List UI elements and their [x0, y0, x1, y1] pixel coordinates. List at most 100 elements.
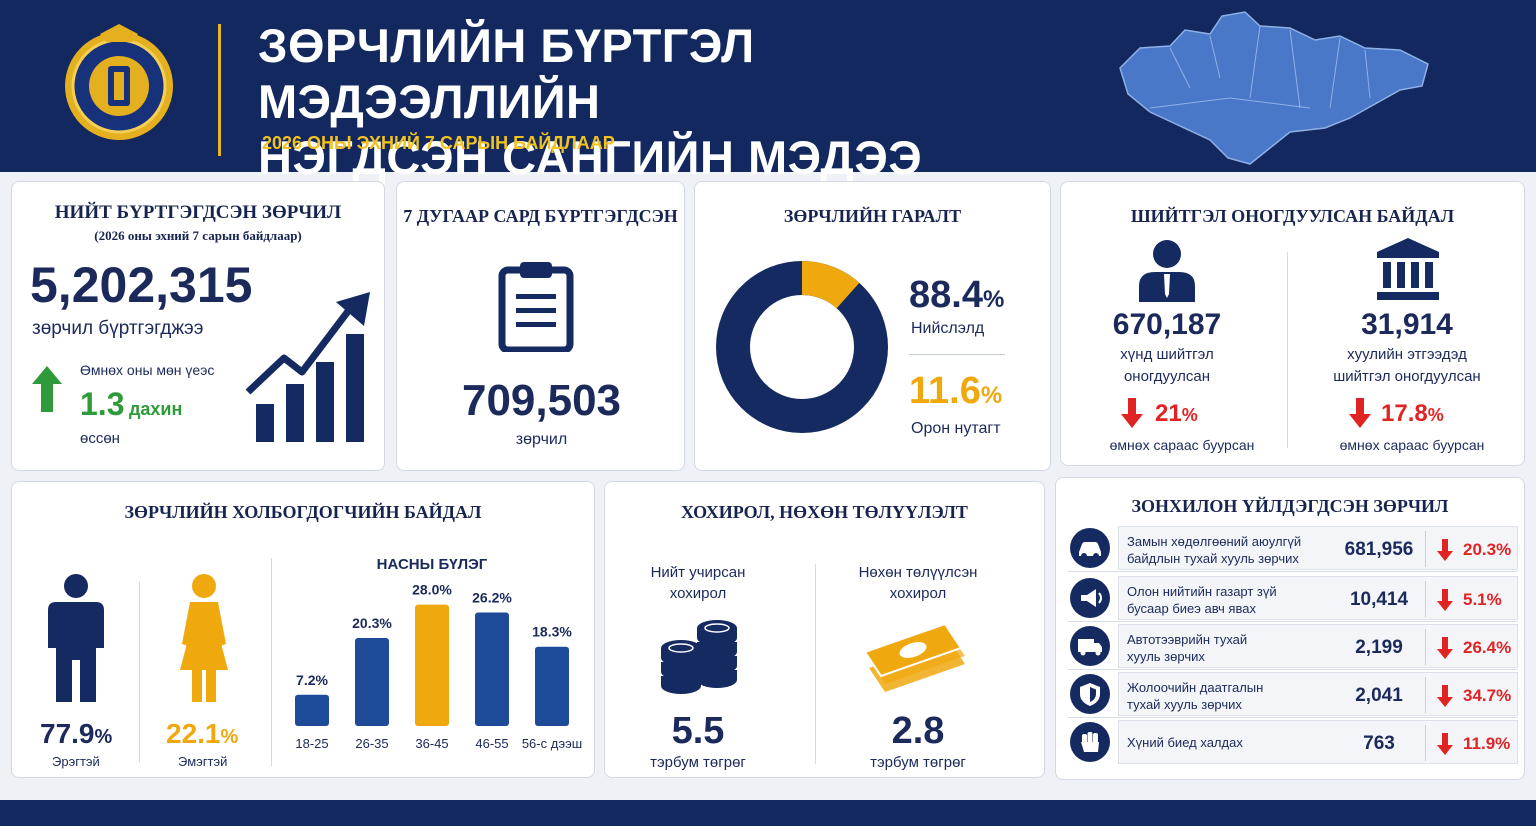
origin-divider — [909, 354, 1005, 355]
arrow-down-icon — [1349, 398, 1371, 428]
persons-label2: оногдуулсан — [1123, 368, 1211, 385]
age-bar-label: 28.0% — [412, 582, 452, 598]
age-bar-label: 20.3% — [352, 615, 392, 631]
rural-label: Орон нутагт — [911, 420, 1001, 437]
arrow-down-icon — [1437, 539, 1453, 561]
car-icon — [1070, 528, 1110, 568]
damage-divider — [815, 564, 816, 764]
legal-pct: 17.8% — [1381, 400, 1444, 427]
age-category-label: 46-55 — [475, 736, 508, 751]
list-item: Замын хөдөлгөөний аюулгүй байдлын тухай х… — [1068, 526, 1518, 572]
arrow-down-icon — [1121, 398, 1143, 428]
female-label: Эмэгтэй — [178, 754, 228, 769]
row-value: 763 — [1363, 733, 1395, 754]
damage-title: ХОХИРОЛ, НӨХӨН ТӨЛҮҮЛЭЛТ — [681, 502, 968, 522]
row-pct: 5.1% — [1463, 590, 1502, 609]
damage-card: ХОХИРОЛ, НӨХӨН ТӨЛҮҮЛЭЛТ Нийт учирсан хо… — [604, 481, 1045, 778]
row-value: 681,956 — [1344, 539, 1414, 560]
age-bar — [535, 646, 569, 726]
common-card: ЗОНХИЛОН ҮЙЛДЭГДСЭН ЗӨРЧИЛ Замын хөдөлгө… — [1055, 477, 1525, 780]
age-bar-label: 18.3% — [532, 624, 572, 640]
total-caption: зөрчил бүртгэгджээ — [32, 318, 204, 339]
row-pct: 26.4% — [1463, 638, 1512, 657]
capital-pct: 88.4% — [909, 274, 1005, 316]
origin-title: ЗӨРЧЛИЙН ГАРАЛТ — [783, 206, 962, 226]
age-bar-label: 7.2% — [296, 672, 328, 688]
age-category-label: 56-с дээш — [522, 736, 582, 751]
male-label: Эрэгтэй — [52, 754, 100, 769]
age-bar — [295, 694, 329, 726]
age-bar — [355, 638, 389, 726]
persons-value: 670,187 — [1112, 308, 1222, 341]
legal-value: 31,914 — [1361, 308, 1453, 341]
origin-donut-chart — [716, 261, 888, 433]
bank-building-icon — [1377, 238, 1439, 300]
coins-icon — [661, 620, 737, 694]
truck-icon — [1070, 626, 1110, 666]
loss-value: 5.5 — [671, 710, 725, 752]
july-title: 7 ДУГААР САРД БҮРТГЭГДСЭН — [403, 206, 678, 226]
megaphone-icon — [1070, 578, 1110, 618]
total-value: 5,202,315 — [30, 257, 253, 313]
list-item: Хүний биед халдах 763 11.9% — [1068, 720, 1518, 766]
mongolia-map-icon — [1119, 11, 1429, 165]
compare-label: Өмнөх оны мөн үеэс — [80, 362, 215, 378]
capital-label: Нийслэлд — [911, 320, 985, 337]
origin-card: ЗӨРЧЛИЙН ГАРАЛТ 88.4% Нийслэлд 11.6% Оро… — [694, 181, 1051, 471]
row-value: 10,414 — [1349, 589, 1409, 610]
list-item: Автотээврийн тухай хууль зөрчих 2,199 26.… — [1068, 624, 1518, 670]
offenders-card: ЗӨРЧЛИЙН ХОЛБОГДОГЧИЙН БАЙДАЛ 77.9% Эрэг… — [11, 481, 595, 778]
row-value: 2,041 — [1355, 685, 1403, 706]
age-category-label: 36-45 — [415, 736, 448, 751]
page-title: ЗӨРЧЛИЙН БҮРТГЭЛ МЭДЭЭЛЛИЙН НЭГДСЭН САНГ… — [258, 19, 923, 184]
age-category-label: 18-25 — [295, 736, 328, 751]
common-title: ЗОНХИЛОН ҮЙЛДЭГДСЭН ЗӨРЧИЛ — [1131, 496, 1449, 516]
donut-capital-slice — [716, 261, 888, 433]
comp-unit: тэрбум төгрөг — [870, 754, 966, 771]
age-bar-chart: 7.2% 18-25 20.3% 26-35 28.0% 36-45 26.2% 46-55 1… — [295, 582, 582, 751]
total-subtitle: (2026 оны эхний 7 сарын байдлаар) — [94, 228, 302, 243]
fist-icon — [1070, 722, 1110, 762]
comp-label1: Нөхөн төлүүлсэн — [858, 564, 978, 581]
banknotes-icon — [863, 622, 965, 692]
clipboard-icon — [498, 262, 574, 352]
arrow-down-icon — [1437, 685, 1453, 707]
row-pct: 11.9% — [1463, 734, 1511, 753]
arrow-down-icon — [1437, 589, 1453, 611]
penalty-card: ШИЙТГЭЛ ОНОГДУУЛСАН БАЙДАЛ 670,187 хүнд … — [1060, 181, 1525, 466]
growth-chart-icon — [245, 292, 370, 442]
arrow-up-icon — [32, 366, 62, 412]
offenders-title: ЗӨРЧЛИЙН ХОЛБОГДОГЧИЙН БАЙДАЛ — [124, 502, 482, 522]
persons-pct: 21% — [1155, 400, 1198, 427]
footer-bar — [0, 800, 1536, 826]
header-divider — [218, 24, 221, 156]
male-icon — [48, 574, 104, 702]
row-pct: 34.7% — [1463, 686, 1512, 705]
page-subtitle: 2026 ОНЫ ЭХНИЙ 7 САРЫН БАЙДЛААР — [262, 133, 615, 153]
prosecutor-emblem-icon — [65, 24, 173, 140]
arrow-down-icon — [1437, 637, 1453, 659]
male-pct: 77.9% — [40, 718, 113, 749]
comp-value: 2.8 — [891, 710, 945, 752]
list-item: Жолоочийн даатгалын тухай хууль зөрчих 2,… — [1068, 672, 1518, 718]
legal-label2: шийтгэл оногдуулсан — [1333, 368, 1481, 385]
shield-icon — [1070, 674, 1110, 714]
growth-value: 1.3 дахин — [80, 386, 183, 422]
legal-label1: хуулийн этгээдэд — [1347, 346, 1467, 363]
list-item: Олон нийтийн газарт зүй бусаар биеэ авч я… — [1068, 576, 1518, 622]
persons-change: өмнөх сараас буурсан — [1109, 437, 1255, 453]
age-bar — [415, 604, 449, 726]
july-card: 7 ДУГААР САРД БҮРТГЭГДСЭН 709,503 зөрчил — [396, 181, 685, 471]
age-title: НАСНЫ БҮЛЭГ — [376, 556, 488, 573]
penalty-divider — [1287, 252, 1288, 448]
female-icon — [180, 574, 228, 702]
donut-rural-slice — [716, 261, 888, 433]
growth-word: өссөн — [80, 430, 120, 447]
chart-divider — [271, 558, 272, 766]
persons-label1: хүнд шийтгэл — [1120, 346, 1214, 363]
penalty-title: ШИЙТГЭЛ ОНОГДУУЛСАН БАЙДАЛ — [1130, 206, 1455, 226]
july-caption: зөрчил — [515, 431, 568, 448]
loss-unit: тэрбум төгрөг — [650, 754, 746, 771]
row-pct: 20.3% — [1463, 540, 1512, 559]
july-value: 709,503 — [461, 376, 622, 425]
